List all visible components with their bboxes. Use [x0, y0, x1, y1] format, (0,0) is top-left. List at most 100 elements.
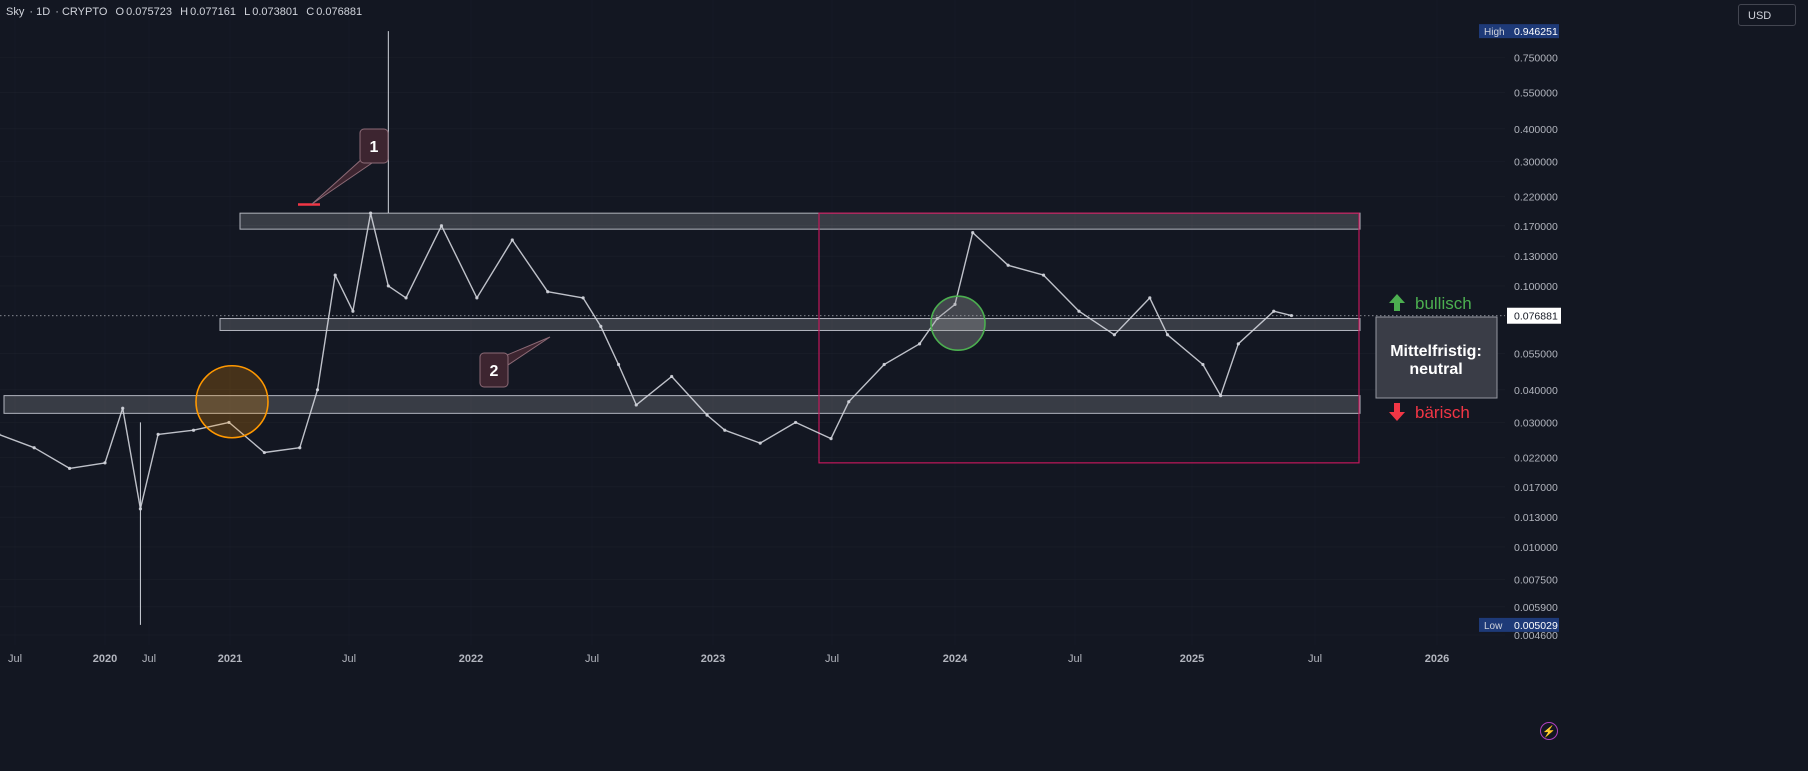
price-point [581, 296, 585, 300]
price-point [67, 466, 72, 470]
high-label: High [1484, 27, 1505, 38]
price-point [333, 273, 337, 277]
status-line-1: Mittelfristig: [1390, 343, 1482, 360]
price-point [262, 450, 266, 455]
low-label: Low [1484, 621, 1503, 632]
y-tick-label: 0.170000 [1514, 221, 1558, 233]
support-zone [3, 395, 1361, 414]
x-tick-label: 2023 [701, 653, 725, 665]
callout-1-pointer [311, 158, 374, 205]
price-point [723, 428, 727, 432]
y-tick-label: 0.022000 [1514, 453, 1558, 465]
breakout-circle [195, 364, 269, 439]
x-tick-label: 2024 [943, 653, 968, 665]
x-tick-label: Jul [142, 653, 156, 665]
last-price-badge [1507, 307, 1561, 324]
y-tick-label: 0.100000 [1514, 281, 1558, 293]
grid-lines [0, 0, 1505, 645]
last-price-label: 0.076881 [1514, 311, 1558, 323]
status-line-2: neutral [1409, 361, 1462, 378]
price-point [510, 238, 514, 242]
x-tick-label: 2026 [1425, 653, 1449, 665]
y-tick-label: 0.300000 [1514, 156, 1558, 168]
price-point [1006, 263, 1010, 267]
y-tick-label: 0.005900 [1514, 602, 1558, 614]
price-point [156, 432, 160, 436]
y-tick-label: 0.017000 [1514, 482, 1558, 494]
y-tick-label: 0.013000 [1514, 512, 1558, 524]
price-point [953, 302, 957, 306]
price-axis[interactable]: High 0.946251 0.750000 0.550000 0.400000 0.30… [1479, 24, 1561, 642]
price-point [1148, 296, 1152, 300]
x-tick-label: Jul [1308, 653, 1322, 665]
callout-2-label: 2 [490, 363, 499, 380]
price-point [1272, 309, 1276, 313]
high-value: 0.077161 [190, 6, 236, 18]
price-point [829, 437, 833, 441]
x-tick-label: Jul [585, 653, 599, 665]
callout-2-box [479, 352, 509, 388]
close-value: 0.076881 [316, 6, 363, 18]
low-badge [1479, 617, 1559, 632]
x-tick-label: Jul [1068, 653, 1082, 665]
symbol-name[interactable]: Sky [6, 6, 25, 18]
x-tick-label: 2022 [459, 653, 483, 665]
y-tick-label: 0.040000 [1514, 385, 1558, 397]
y-tick-label: 0.007500 [1514, 575, 1558, 587]
y-tick-label: 0.010000 [1514, 542, 1558, 554]
price-point [1236, 342, 1240, 346]
price-point [1112, 333, 1116, 337]
callout-1-box [359, 128, 389, 164]
price-point [546, 290, 550, 294]
price-point [971, 231, 975, 235]
price-point [599, 324, 603, 328]
x-tick-label: Jul [342, 653, 356, 665]
price-point [794, 420, 798, 425]
low-value: 0.073801 [252, 6, 299, 18]
y-tick-label: 0.004600 [1514, 630, 1558, 642]
price-point [847, 400, 851, 404]
price-point [121, 406, 125, 410]
price-point [439, 224, 444, 228]
lightning-icon[interactable]: ⚡ [1540, 722, 1558, 740]
interval: 1D [36, 6, 51, 18]
y-tick-label: 0.030000 [1514, 417, 1558, 429]
time-axis[interactable]: Jul 2020 Jul 2021 Jul 2022 Jul 2023 Jul 2024 Jul 20… [8, 653, 1449, 665]
price-point [882, 362, 886, 367]
price-point [475, 296, 479, 300]
retest-circle [930, 295, 986, 351]
price-point [917, 342, 922, 346]
price-line [0, 212, 1292, 510]
price-point [634, 403, 638, 407]
x-tick-label: Jul [8, 653, 22, 665]
price-point [616, 362, 621, 367]
price-point [670, 374, 674, 379]
price-point [32, 446, 36, 450]
price-point [1201, 362, 1205, 367]
annotations: 1 2 bullisch bärisch Mittelfristig:neutral [195, 128, 1498, 439]
close-label: C [306, 6, 315, 18]
open-value: 0.075723 [126, 6, 172, 18]
price-point [369, 211, 373, 215]
price-point [1077, 309, 1081, 313]
callout-1-label: 1 [370, 139, 379, 156]
x-tick-label: Jul [825, 653, 839, 665]
price-point [1041, 273, 1046, 277]
y-tick-label: 0.400000 [1514, 124, 1558, 136]
x-tick-label: 2021 [218, 653, 242, 665]
price-point [404, 296, 408, 300]
price-series [0, 31, 1294, 625]
high-label: H [180, 6, 189, 18]
price-point [935, 316, 939, 321]
y-tick-label: 0.055000 [1514, 349, 1558, 361]
price-point [1165, 333, 1170, 337]
price-point [351, 309, 355, 313]
price-point [298, 446, 302, 450]
price-point [1219, 394, 1223, 398]
x-tick-label: 2025 [1180, 653, 1204, 665]
y-tick-label: 0.005029 [1514, 620, 1558, 632]
y-tick-label: 0.550000 [1514, 88, 1558, 100]
currency-selector[interactable]: USD [1738, 4, 1796, 26]
